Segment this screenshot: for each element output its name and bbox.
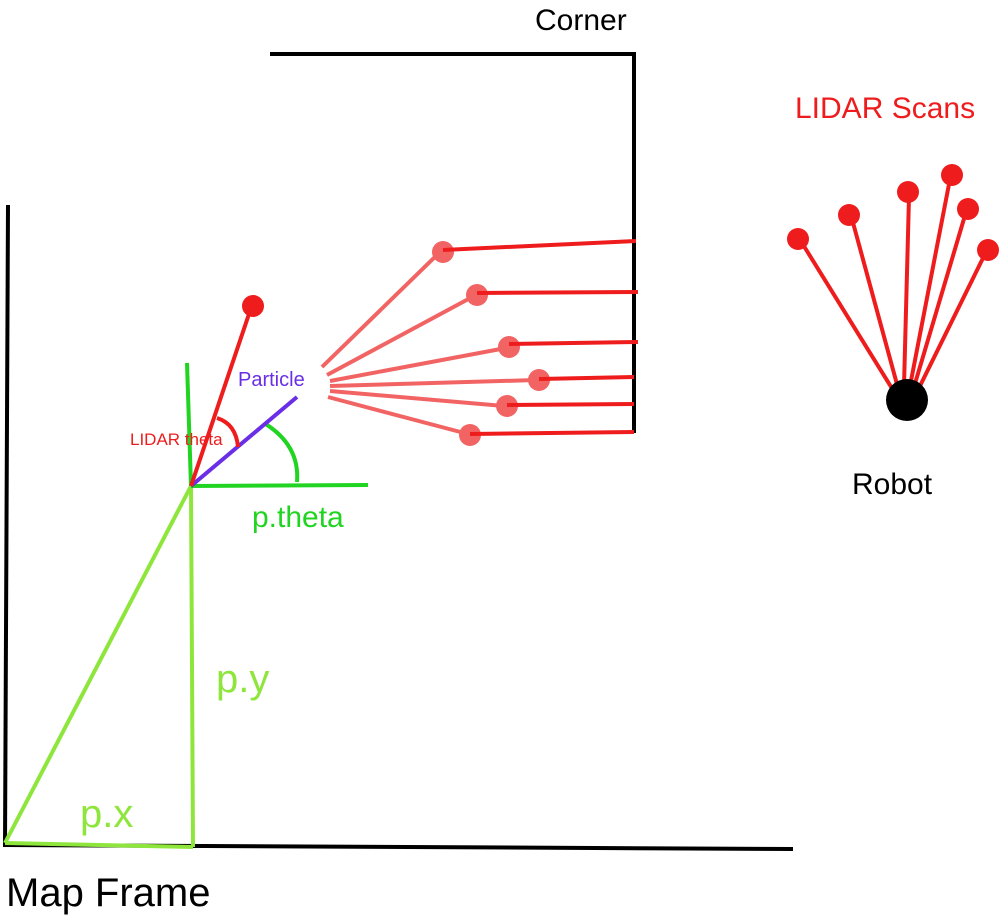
map-left-wall <box>3 204 10 846</box>
particle-ray-endpoint <box>496 395 518 417</box>
robot-scan-point <box>897 181 919 203</box>
particle-ray <box>329 389 505 408</box>
particle-axes <box>185 362 369 488</box>
robot-scan-ray <box>912 211 968 388</box>
map-walls <box>2 204 794 851</box>
origin-to-particle-line <box>3 485 193 844</box>
p-theta-angle-arc <box>262 421 300 483</box>
p-y-line <box>189 485 195 848</box>
robot-scan-point <box>787 228 809 250</box>
p-y-label: p.y <box>216 657 269 701</box>
particle-ray-endpoint <box>459 424 481 446</box>
particle-position-vectors <box>3 485 195 849</box>
p-x-label: p.x <box>80 792 133 836</box>
corner-wall <box>270 52 636 433</box>
lidar-theta-endpoint <box>242 295 264 317</box>
particle-ray <box>327 395 469 436</box>
particle-ray-endpoint <box>528 369 550 391</box>
robot-scan-point <box>957 198 979 220</box>
particle-ray <box>329 378 537 388</box>
particle-ray <box>320 250 442 369</box>
wall-distance-line <box>442 239 637 252</box>
robot-scan-ray <box>850 218 900 389</box>
robot-body <box>886 379 928 421</box>
p-x-line <box>4 841 194 849</box>
particle-ray-endpoints <box>432 241 550 446</box>
particle-ray-endpoint <box>466 284 488 306</box>
map-frame-label: Map Frame <box>6 871 211 915</box>
wall-distance-lines <box>442 239 639 436</box>
wall-distance-line <box>476 290 639 295</box>
particle-ray <box>326 294 475 377</box>
particle-vertical-axis <box>185 362 193 487</box>
particle-ray-endpoint <box>432 241 454 263</box>
wall-distance-line <box>508 340 639 346</box>
lidar-theta-angle-arc <box>216 416 240 448</box>
particle-scan-rays <box>320 250 537 436</box>
wall-distance-line <box>469 430 635 436</box>
particle-label: Particle <box>238 369 305 391</box>
p-theta-label: p.theta <box>252 501 344 534</box>
wall-distance-line <box>506 402 635 407</box>
robot-scan-ray <box>916 253 987 391</box>
robot-scan-point <box>838 204 860 226</box>
robot-scan-ray <box>908 178 952 387</box>
particle-ray-endpoint <box>498 336 520 358</box>
robot-scan-ray <box>800 241 895 392</box>
corner-label: Corner <box>535 4 627 37</box>
particle-ray <box>329 346 507 383</box>
lidar-scans-label: LIDAR Scans <box>795 92 975 125</box>
lidar-theta-beam <box>189 310 252 487</box>
particle-horizontal-axis <box>190 483 369 488</box>
lidar-theta-label: LIDAR theta <box>130 430 223 449</box>
particle-heading-line <box>189 395 299 488</box>
robot-scan-point <box>977 239 999 261</box>
robot-scan-point <box>941 164 963 186</box>
robot-scan-ray <box>902 196 911 387</box>
robot-scan-points <box>787 164 999 261</box>
robot-lidar-scan-rays <box>800 178 987 392</box>
wall-distance-line <box>538 375 635 381</box>
robot-label: Robot <box>852 468 933 501</box>
